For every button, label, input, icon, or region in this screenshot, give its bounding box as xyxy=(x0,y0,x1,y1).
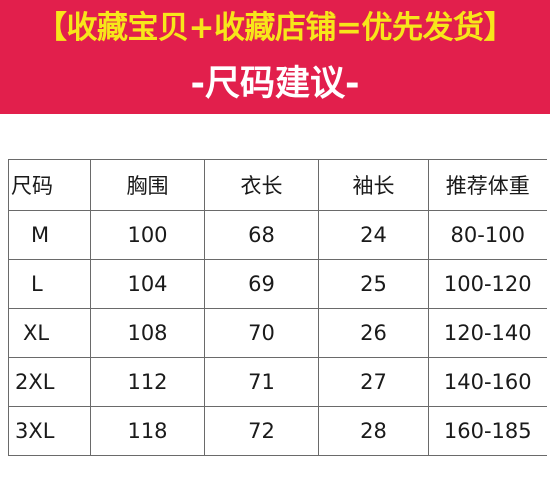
weight-cell: 80-100 xyxy=(428,210,547,260)
table-row: 3XL 118 72 28 160-185 xyxy=(8,406,547,456)
weight-cell: 100-120 xyxy=(428,259,547,309)
promo-text: 【收藏宝贝+收藏店铺=优先发货】 xyxy=(36,10,514,46)
chest-cell: 100 xyxy=(90,210,205,260)
size-cell: M xyxy=(8,210,91,260)
promo-banner: 【收藏宝贝+收藏店铺=优先发货】 -尺码建议- xyxy=(0,0,550,114)
size-chart-table: 尺码 胸围 衣长 袖长 推荐体重 M 100 68 24 80-100 L 10… xyxy=(8,159,547,456)
table-row: XL 108 70 26 120-140 xyxy=(8,308,547,358)
length-cell: 71 xyxy=(204,357,319,407)
length-cell: 70 xyxy=(204,308,319,358)
size-cell: XL xyxy=(8,308,91,358)
chest-cell: 104 xyxy=(90,259,205,309)
length-cell: 69 xyxy=(204,259,319,309)
table-header-row: 尺码 胸围 衣长 袖长 推荐体重 xyxy=(8,159,547,211)
header-sleeve: 袖长 xyxy=(318,159,429,211)
size-cell: L xyxy=(8,259,91,309)
chest-cell: 108 xyxy=(90,308,205,358)
table-row: 2XL 112 71 27 140-160 xyxy=(8,357,547,407)
header-weight: 推荐体重 xyxy=(428,159,547,211)
header-length: 衣长 xyxy=(204,159,319,211)
chest-cell: 118 xyxy=(90,406,205,456)
sleeve-cell: 25 xyxy=(318,259,429,309)
length-cell: 72 xyxy=(204,406,319,456)
sleeve-cell: 24 xyxy=(318,210,429,260)
sleeve-cell: 26 xyxy=(318,308,429,358)
weight-cell: 120-140 xyxy=(428,308,547,358)
chest-cell: 112 xyxy=(90,357,205,407)
header-size: 尺码 xyxy=(8,159,91,211)
size-guide-title: -尺码建议- xyxy=(190,64,360,104)
length-cell: 68 xyxy=(204,210,319,260)
size-cell: 3XL xyxy=(8,406,91,456)
weight-cell: 140-160 xyxy=(428,357,547,407)
sleeve-cell: 28 xyxy=(318,406,429,456)
table-row: M 100 68 24 80-100 xyxy=(8,210,547,260)
size-cell: 2XL xyxy=(8,357,91,407)
header-chest: 胸围 xyxy=(90,159,205,211)
sleeve-cell: 27 xyxy=(318,357,429,407)
weight-cell: 160-185 xyxy=(428,406,547,456)
table-row: L 104 69 25 100-120 xyxy=(8,259,547,309)
